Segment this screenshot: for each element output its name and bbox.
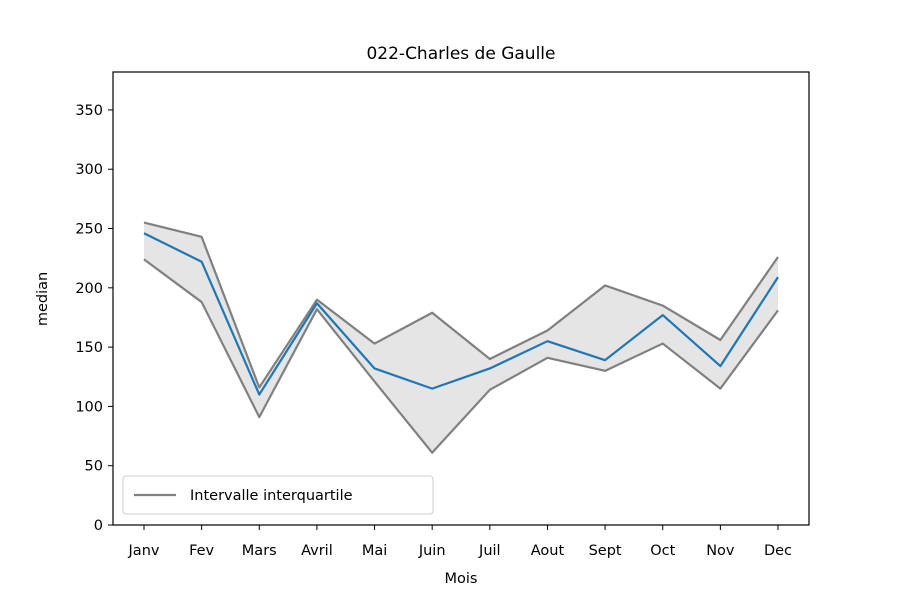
y-tick-label: 300 [75,162,103,178]
y-tick-label: 200 [75,281,103,297]
median-line [143,232,779,396]
x-tick-label: Dec [764,543,792,559]
upper-quartile-line [143,221,779,389]
x-tick-label: Aout [531,543,565,559]
axes-frame [112,71,810,526]
x-tick-label: Nov [706,543,735,559]
y-tick-label: 100 [75,399,103,415]
plot-area [112,71,810,526]
x-tick-label: Sept [589,543,622,559]
y-tick-label: 50 [85,459,103,475]
x-axis: Janv Fev Mars Avril Mai Juin Juil Aout Sept Oct No… [128,525,792,559]
x-tick-label: Janv [128,543,160,559]
interquartile-band [144,222,778,453]
legend-box [122,475,434,515]
x-axis-label: Mois [445,571,478,587]
y-tick-label: 150 [75,340,103,356]
x-tick-label: Juin [418,543,446,559]
y-axis: 0 50 100 150 200 250 300 350 [75,103,113,534]
y-tick-label: 350 [75,103,103,119]
x-tick-label: Juil [478,543,501,559]
y-tick-label: 250 [75,222,103,238]
legend-label: Intervalle interquartile [190,488,353,504]
lower-quartile-line [143,258,779,454]
x-tick-label: Fev [189,543,214,559]
x-tick-label: Oct [650,543,675,559]
chart-title: 022-Charles de Gaulle [366,44,555,64]
x-tick-label: Avril [301,543,333,559]
x-tick-label: Mars [242,543,277,559]
legend: Intervalle interquartile [122,475,434,515]
x-tick-label: Mai [362,543,387,559]
y-tick-label: 0 [94,518,103,534]
y-axis-label: median [35,272,51,326]
